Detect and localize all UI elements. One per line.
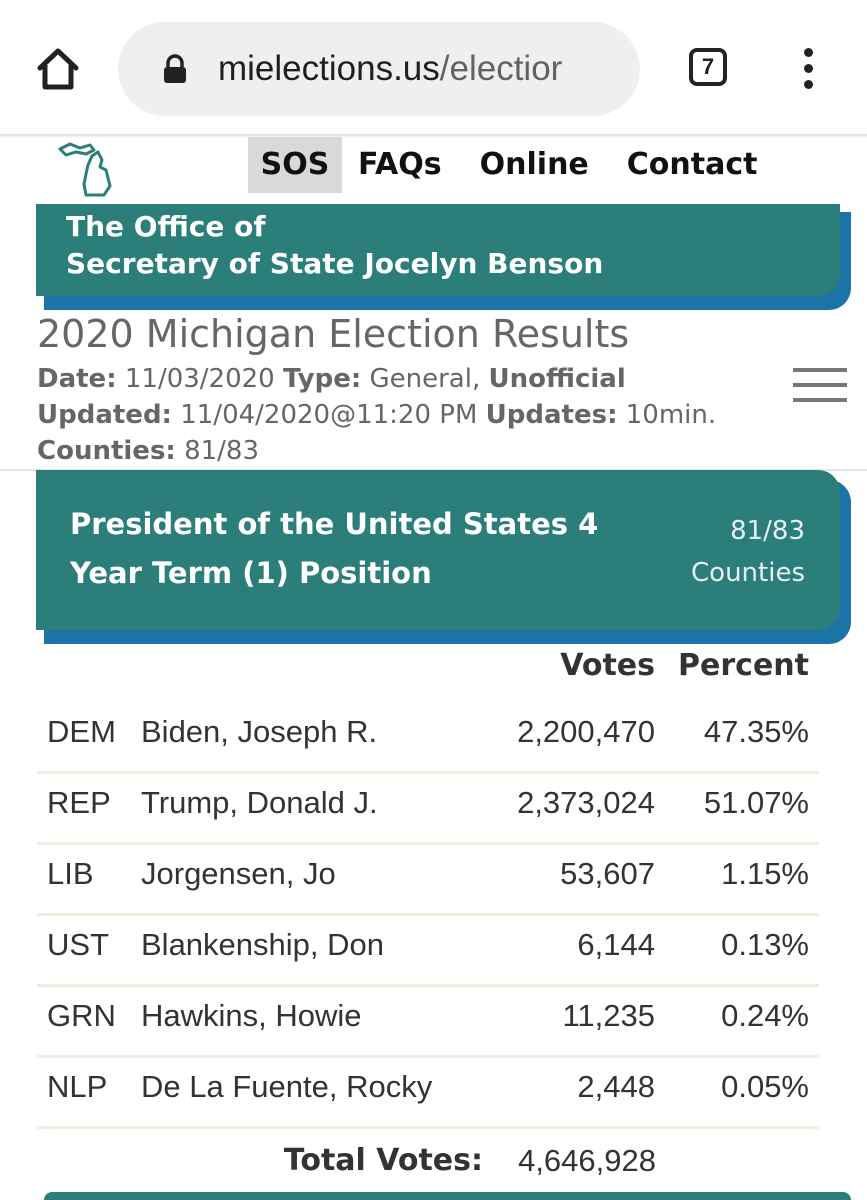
table-row: GRN Hawkins, Howie 11,235 0.24% bbox=[37, 984, 819, 1058]
counties-label: Counties: bbox=[37, 436, 176, 466]
browser-toolbar: mielections.us/electior 7 bbox=[0, 0, 867, 136]
candidate-votes: 2,448 bbox=[577, 1069, 655, 1104]
race-counties-count: 81/83 bbox=[730, 516, 805, 546]
status-label: Unofficial bbox=[488, 364, 626, 394]
table-row: LIB Jorgensen, Jo 53,607 1.15% bbox=[37, 842, 819, 916]
toolbar-shadow bbox=[0, 134, 867, 138]
candidate-name: Biden, Joseph R. bbox=[141, 714, 378, 749]
date-value: 11/03/2020 bbox=[124, 364, 275, 394]
party-code: REP bbox=[47, 785, 111, 820]
site-nav: SOS FAQs Online Contact bbox=[248, 137, 757, 193]
updates-value: 10min. bbox=[625, 400, 717, 430]
updated-label: Updated: bbox=[37, 400, 172, 430]
race-title-line-1: President of the United States 4 bbox=[70, 507, 599, 541]
candidate-votes: 2,373,024 bbox=[517, 785, 655, 820]
nav-faqs[interactable]: FAQs bbox=[358, 147, 442, 182]
candidate-votes: 11,235 bbox=[562, 998, 655, 1033]
party-code: GRN bbox=[47, 998, 116, 1033]
updates-label: Updates: bbox=[485, 400, 618, 430]
candidate-name: Blankenship, Don bbox=[141, 927, 384, 962]
race-title-line-2: Year Term (1) Position bbox=[70, 556, 432, 590]
updated-value: 11/04/2020@11:20 PM bbox=[180, 400, 478, 430]
page-title: 2020 Michigan Election Results bbox=[37, 312, 630, 356]
next-race-header-edge bbox=[44, 1192, 851, 1200]
hamburger-menu-icon[interactable] bbox=[793, 368, 847, 402]
party-code: LIB bbox=[47, 856, 94, 891]
url-domain: mielections.us bbox=[218, 49, 440, 88]
meta-date-type: Date: 11/03/2020 Type: General, Unoffici… bbox=[37, 361, 626, 397]
candidate-votes: 2,200,470 bbox=[517, 714, 655, 749]
table-row: DEM Biden, Joseph R. 2,200,470 47.35% bbox=[37, 700, 819, 774]
michigan-logo-icon[interactable] bbox=[56, 140, 126, 198]
candidate-percent: 0.05% bbox=[721, 1069, 809, 1104]
candidate-name: De La Fuente, Rocky bbox=[141, 1069, 433, 1104]
date-label: Date: bbox=[37, 364, 117, 394]
candidate-votes: 53,607 bbox=[560, 856, 655, 891]
candidate-name: Hawkins, Howie bbox=[141, 998, 362, 1033]
candidate-votes: 6,144 bbox=[577, 927, 655, 962]
office-banner: The Office of Secretary of State Jocelyn… bbox=[36, 204, 840, 296]
votes-column-header: Votes bbox=[560, 648, 655, 683]
candidate-percent: 47.35% bbox=[703, 714, 809, 749]
meta-counties: Counties: 81/83 bbox=[37, 433, 259, 469]
more-vert-icon[interactable] bbox=[798, 48, 818, 92]
counties-value: 81/83 bbox=[184, 436, 260, 466]
candidate-percent: 1.15% bbox=[721, 856, 809, 891]
percent-column-header: Percent bbox=[678, 648, 809, 683]
table-row: NLP De La Fuente, Rocky 2,448 0.05% bbox=[37, 1055, 819, 1129]
banner-line-1: The Office of bbox=[66, 210, 266, 243]
candidate-percent: 0.24% bbox=[721, 998, 809, 1033]
lock-icon bbox=[162, 54, 188, 84]
home-icon[interactable] bbox=[34, 46, 82, 92]
table-row: UST Blankenship, Don 6,144 0.13% bbox=[37, 913, 819, 987]
race-counties-label: Counties bbox=[691, 558, 805, 588]
candidate-name: Trump, Donald J. bbox=[141, 785, 378, 820]
total-votes-label: Total Votes: bbox=[283, 1143, 483, 1178]
candidate-percent: 51.07% bbox=[703, 785, 809, 820]
address-bar[interactable]: mielections.us/electior bbox=[118, 22, 640, 116]
total-votes-value: 4,646,928 bbox=[518, 1143, 656, 1178]
party-code: DEM bbox=[47, 714, 116, 749]
candidate-name: Jorgensen, Jo bbox=[141, 856, 336, 891]
race-title: President of the United States 4 Year Te… bbox=[70, 500, 630, 598]
race-counties: 81/83 Counties bbox=[691, 510, 805, 594]
meta-updated: Updated: 11/04/2020@11:20 PM Updates: 10… bbox=[37, 397, 716, 433]
nav-online[interactable]: Online bbox=[479, 147, 589, 182]
candidate-percent: 0.13% bbox=[721, 927, 809, 962]
party-code: NLP bbox=[47, 1069, 108, 1104]
nav-contact[interactable]: Contact bbox=[626, 147, 758, 182]
url-text: mielections.us/electior bbox=[218, 44, 562, 94]
table-row: REP Trump, Donald J. 2,373,024 51.07% bbox=[37, 771, 819, 845]
nav-sos[interactable]: SOS bbox=[248, 137, 342, 193]
party-code: UST bbox=[47, 927, 109, 962]
tab-switcher-icon[interactable]: 7 bbox=[689, 48, 727, 86]
url-path: /electior bbox=[439, 49, 563, 88]
type-value: General, bbox=[369, 364, 481, 394]
type-label: Type: bbox=[282, 364, 362, 394]
race-header[interactable]: President of the United States 4 Year Te… bbox=[36, 470, 840, 630]
banner-line-2: Secretary of State Jocelyn Benson bbox=[66, 247, 604, 280]
